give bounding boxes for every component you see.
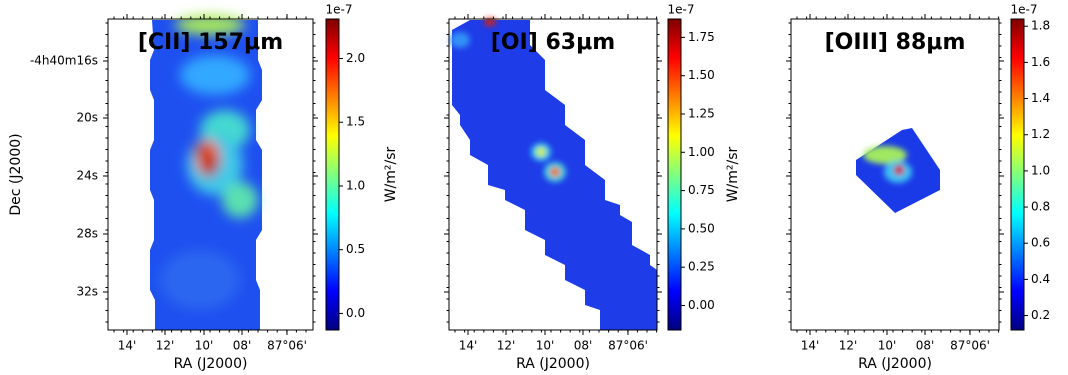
colorbar-tick-label: 0.4 (1031, 272, 1050, 286)
colorbar-label: W/m²/sr (383, 146, 399, 202)
x-tick-label: 10' (878, 339, 897, 353)
colorbar-offset: 1e-7 (326, 3, 353, 17)
colorbar-tick-label: 0.5 (346, 242, 365, 256)
colorbar-tick-label: 0.25 (688, 260, 715, 274)
colorbar-tick-label: 0.50 (688, 221, 715, 235)
colorbar-tick-label: 1.5 (346, 115, 365, 129)
x-axis-label: RA (J2000) (858, 356, 932, 372)
x-tick-label: 10' (536, 339, 555, 353)
x-tick-label: 08' (916, 339, 935, 353)
colorbar-tick-label: 2.0 (346, 51, 365, 65)
x-tick-label: 14' (118, 339, 137, 353)
colorbar-tick-label: 1.0 (1031, 163, 1050, 177)
x-tick-label: 08' (574, 339, 593, 353)
colorbar (667, 18, 682, 331)
colorbar-tick-label: 1.6 (1031, 55, 1050, 69)
colorbar-offset: 1e-7 (668, 3, 695, 17)
y-tick-label: 28s (76, 227, 98, 241)
colorbar-tick-label: 1.2 (1031, 127, 1050, 141)
colorbar-tick-label: 1.50 (688, 68, 715, 82)
colorbar-tick-label: 0.8 (1031, 200, 1050, 214)
colorbar-tick-label: 1.0 (346, 178, 365, 192)
axes-frame (790, 18, 1000, 331)
colorbar (1010, 18, 1025, 331)
x-tick-label: 14' (801, 339, 820, 353)
colorbar-tick-label: 0.00 (688, 298, 715, 312)
x-tick-label: 12' (156, 339, 175, 353)
x-tick-label: 87°06' (608, 339, 648, 353)
y-tick-label: 24s (76, 169, 98, 183)
axes-frame (448, 18, 658, 331)
colorbar-tick-label: 0.75 (688, 183, 715, 197)
colorbar-tick-label: 1.00 (688, 145, 715, 159)
chart-title: [CII] 157μm (138, 30, 283, 55)
x-tick-label: 14' (459, 339, 478, 353)
colorbar-tick-label: 1.4 (1031, 91, 1050, 105)
map-cii (150, 15, 262, 330)
colorbar-tick-label: 0.2 (1031, 308, 1050, 322)
y-axis-label: Dec (J2000) (8, 133, 24, 215)
y-tick-label: 32s (76, 285, 98, 299)
colorbar-tick-label: 0.6 (1031, 236, 1050, 250)
x-tick-label: 12' (497, 339, 516, 353)
x-tick-label: 10' (195, 339, 214, 353)
map-oi (450, 18, 657, 330)
y-tick-label: 20s (76, 111, 98, 125)
x-tick-label: 87°06' (267, 339, 307, 353)
y-tick-label: -4h40m16s (30, 54, 98, 68)
x-axis-label: RA (J2000) (174, 356, 248, 372)
colorbar (325, 18, 340, 331)
map-oiii (856, 128, 940, 213)
colorbar-tick-label: 1.8 (1031, 19, 1050, 33)
x-tick-label: 12' (839, 339, 858, 353)
colorbar-tick-label: 1.25 (688, 106, 715, 120)
x-axis-label: RA (J2000) (516, 356, 590, 372)
chart-title: [OI] 63μm (491, 30, 615, 55)
x-tick-label: 87°06' (950, 339, 990, 353)
colorbar-label: W/m²/sr (725, 146, 741, 202)
x-tick-label: 08' (233, 339, 252, 353)
chart-title: [OIII] 88μm (825, 30, 966, 55)
colorbar-tick-label: 1.75 (688, 30, 715, 44)
colorbar-offset: 1e-7 (1011, 3, 1038, 17)
colorbar-tick-label: 0.0 (346, 306, 365, 320)
